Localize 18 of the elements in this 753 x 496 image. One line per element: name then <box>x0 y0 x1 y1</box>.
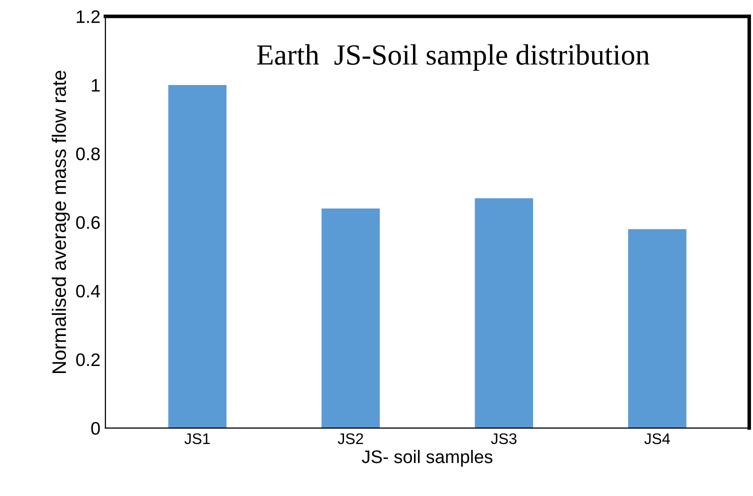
bar <box>628 229 686 428</box>
y-tick-label: 0.8 <box>76 148 100 160</box>
y-tick-label: 1 <box>92 79 100 92</box>
y-tick-label: 0.2 <box>76 353 100 366</box>
x-axis-title: JS- soil samples <box>362 450 492 467</box>
bar <box>322 208 380 428</box>
bar <box>168 84 227 428</box>
text: Earth JS-Soil sample distribution <box>257 44 650 71</box>
x-tick-label: JS2 <box>338 433 364 444</box>
y-tick-label: 0.6 <box>76 216 100 229</box>
y-tick-label: 1.2 <box>76 10 100 23</box>
y-axis-title: Normalised average mass flow rate <box>52 70 70 373</box>
x-tick-label: JS3 <box>491 433 516 444</box>
y-tick-label: 0 <box>91 422 100 435</box>
bar <box>474 198 534 428</box>
x-tick-label: JS1 <box>184 433 210 444</box>
x-tick-label: JS4 <box>644 433 670 444</box>
y-tick-label: 0.4 <box>76 284 100 298</box>
